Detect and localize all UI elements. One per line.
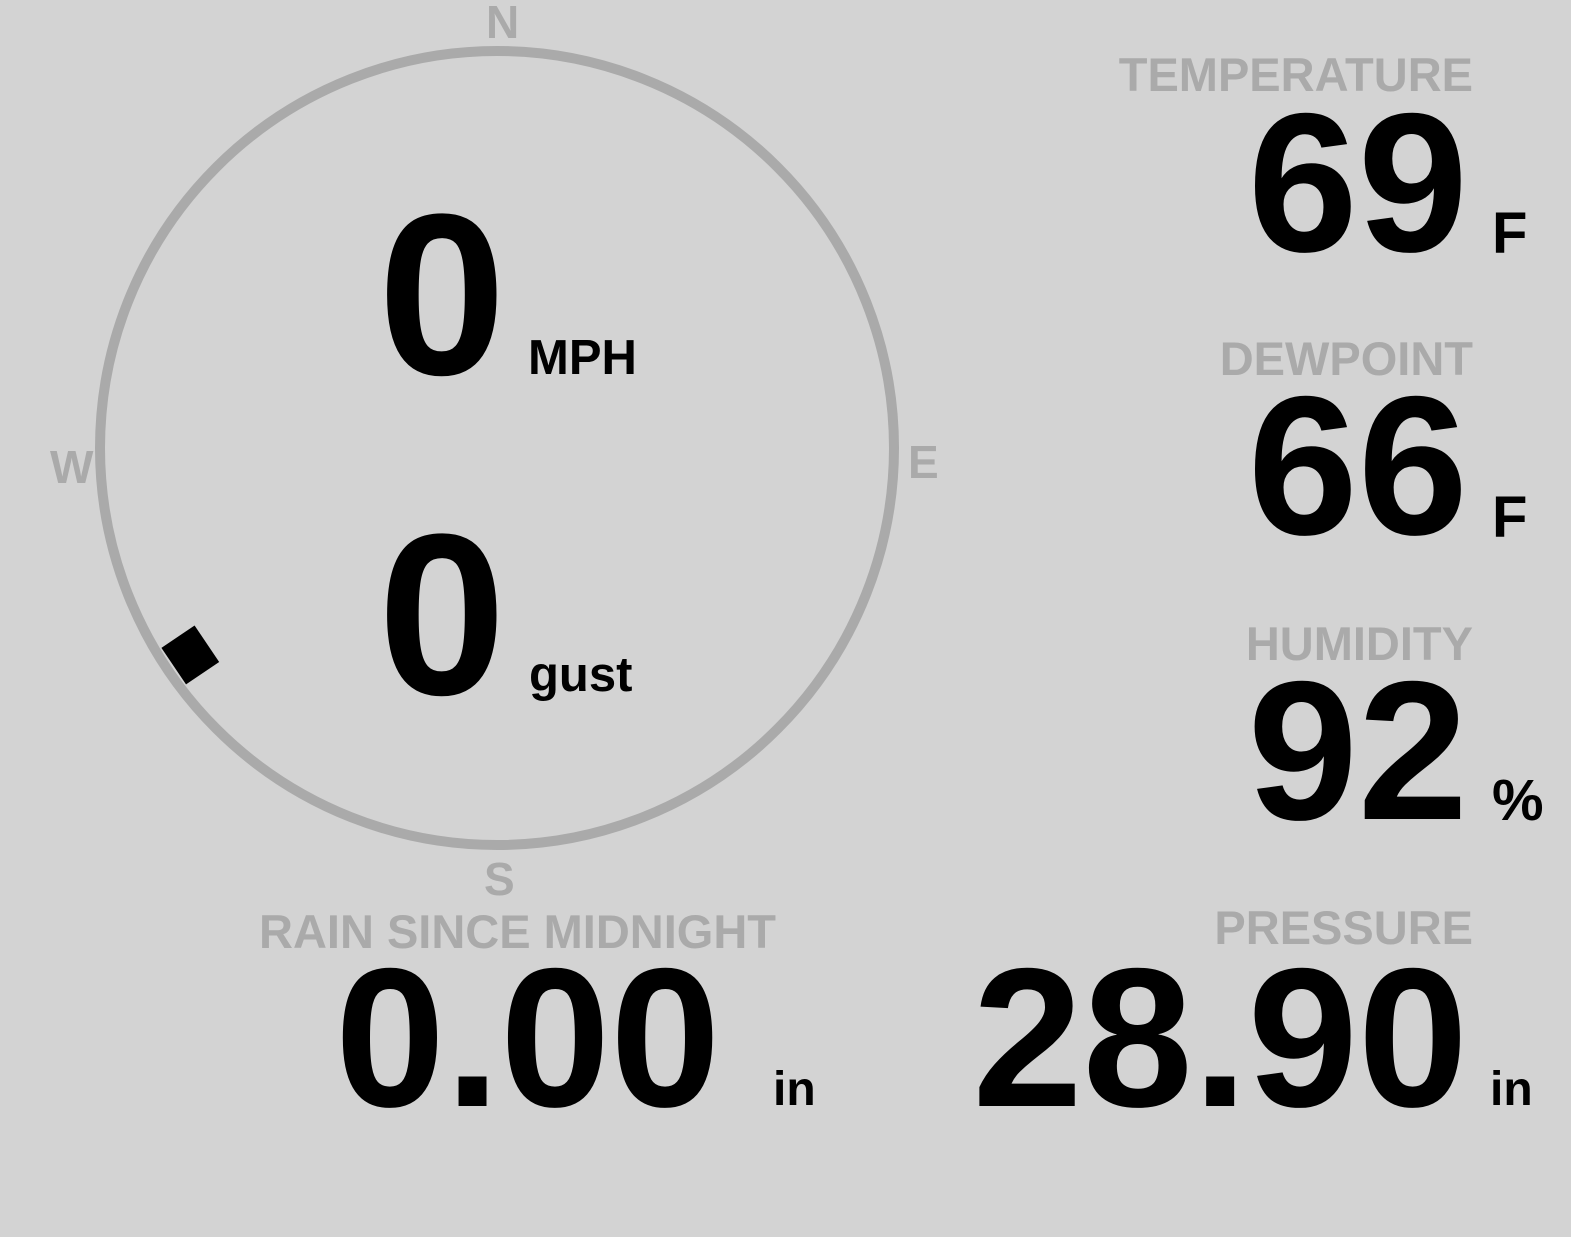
- humidity-label: HUMIDITY: [1245, 617, 1473, 670]
- dewpoint-value: 66: [1247, 355, 1468, 576]
- pressure-label: PRESSURE: [1214, 901, 1473, 954]
- rain-label: RAIN SINCE MIDNIGHT: [259, 905, 776, 958]
- temperature-label: TEMPERATURE: [1118, 48, 1473, 101]
- wind-gust-value: 0: [378, 486, 506, 743]
- humidity-value: 92: [1247, 640, 1468, 861]
- pressure-unit: in: [1490, 1063, 1533, 1116]
- compass-ring: [95, 46, 899, 850]
- wind-direction-marker: [161, 625, 220, 685]
- compass-east: E: [908, 436, 939, 488]
- humidity-unit: %: [1492, 768, 1544, 833]
- compass-north: N: [486, 0, 520, 48]
- wind-speed-value: 0: [378, 166, 506, 423]
- dewpoint-label: DEWPOINT: [1219, 332, 1473, 385]
- dewpoint-unit: F: [1492, 485, 1528, 550]
- temperature-unit: F: [1492, 201, 1528, 266]
- pressure-value: 28.90: [972, 927, 1468, 1148]
- compass-south: S: [484, 853, 515, 905]
- wind-speed-unit: MPH: [528, 331, 637, 385]
- temperature-value: 69: [1247, 72, 1468, 293]
- wind-gust-unit: gust: [529, 648, 633, 702]
- rain-value: 0.00: [335, 927, 721, 1148]
- compass-west: W: [50, 441, 94, 493]
- rain-unit: in: [773, 1063, 816, 1116]
